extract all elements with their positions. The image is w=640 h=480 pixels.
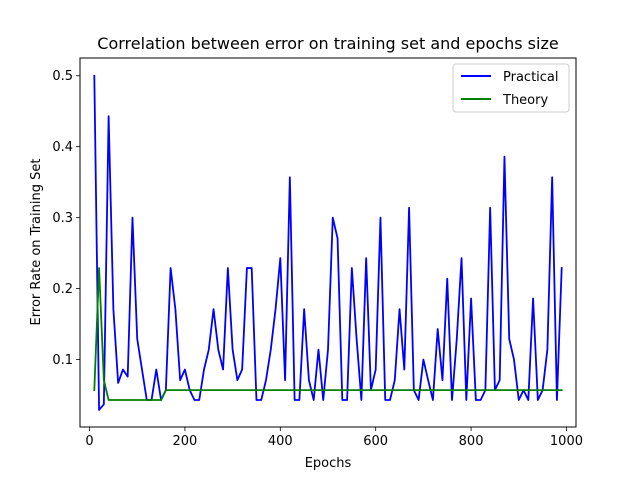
x-tick-label: 200	[173, 434, 198, 449]
plot-area	[93, 74, 563, 411]
x-axis-label: Epochs	[305, 456, 352, 471]
x-tick-label: 0	[85, 434, 93, 449]
x-tick-label: 1000	[550, 434, 583, 449]
x-axis: 0 200 400 600 800 1000	[85, 427, 583, 449]
y-tick-label: 0.1	[52, 353, 73, 368]
chart-title: Correlation between error on training se…	[97, 34, 558, 53]
y-tick-label: 0.3	[52, 211, 73, 226]
legend-label-theory: Theory	[502, 93, 548, 108]
legend: Practical Theory	[452, 63, 570, 113]
x-tick-label: 800	[459, 434, 484, 449]
y-axis: 0.1 0.2 0.3 0.4 0.5	[52, 69, 80, 368]
series-line-practical	[93, 74, 563, 411]
legend-label-practical: Practical	[503, 70, 559, 85]
y-tick-label: 0.5	[52, 69, 73, 84]
series-line-theory	[93, 267, 563, 401]
x-tick-label: 600	[363, 434, 388, 449]
plot-frame	[79, 57, 577, 428]
x-tick-label: 400	[268, 434, 293, 449]
y-tick-label: 0.4	[52, 140, 73, 155]
y-axis-label: Error Rate on Training Set	[29, 159, 44, 326]
y-tick-label: 0.2	[52, 282, 73, 297]
